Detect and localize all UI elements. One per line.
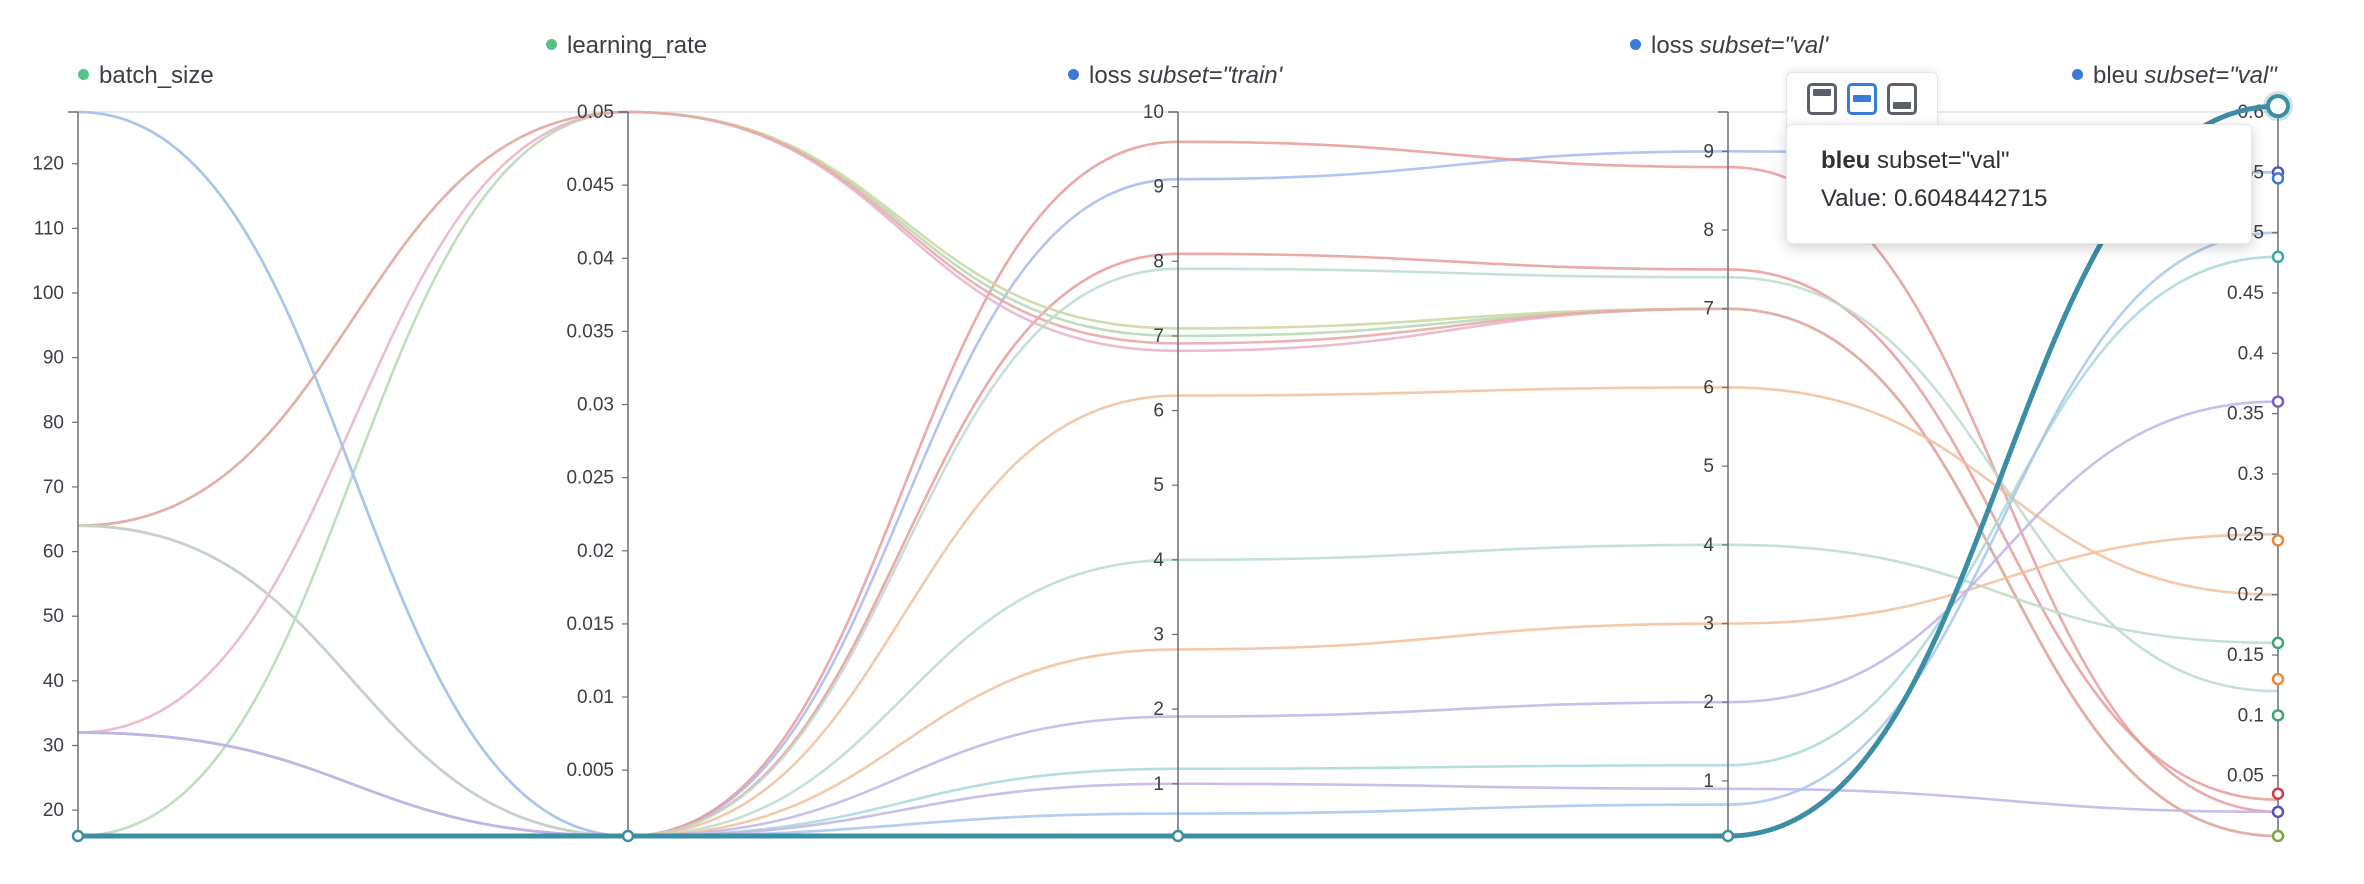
axis-dot bbox=[1068, 69, 1079, 80]
highlight-point bbox=[1721, 829, 1735, 843]
axis-title-bleu-val[interactable]: bleu subset="val" bbox=[2072, 62, 2277, 90]
tick-label: 60 bbox=[43, 542, 64, 563]
highlight-point bbox=[621, 829, 635, 843]
tick-label: 7 bbox=[1153, 326, 1164, 347]
tick-label: 40 bbox=[43, 671, 64, 692]
series-line-6 bbox=[77, 110, 2279, 838]
tick-label: 20 bbox=[43, 800, 64, 821]
tick-label: 70 bbox=[43, 477, 64, 498]
endpoint-marker-2 bbox=[2271, 250, 2285, 264]
tick-label: 0.2 bbox=[2238, 585, 2264, 606]
tick-label: 7 bbox=[1703, 299, 1714, 320]
endpoint-marker-4 bbox=[2271, 534, 2285, 547]
tick-label: 4 bbox=[1703, 535, 1714, 556]
tick-label: 0.35 bbox=[2227, 404, 2264, 425]
tooltip-box: bleu subset="val" Value: 0.6048442715 bbox=[1786, 124, 2252, 244]
tick-label: 0.04 bbox=[577, 248, 614, 269]
highlight-endpoint bbox=[2266, 94, 2290, 119]
tick-label: 0.02 bbox=[577, 541, 614, 562]
tick-label: 3 bbox=[1703, 614, 1714, 635]
endpoint-marker-9 bbox=[2271, 805, 2285, 819]
axis-title-learning-rate[interactable]: learning_rate bbox=[546, 32, 707, 60]
tick-label: 120 bbox=[32, 154, 64, 175]
tick-label: 1 bbox=[1153, 774, 1164, 795]
tick-label: 90 bbox=[43, 348, 64, 369]
tick-label: 1 bbox=[1703, 771, 1714, 792]
endpoint-marker-8 bbox=[2271, 787, 2285, 801]
tick-label: 0.05 bbox=[577, 102, 614, 123]
tick-label: 0.01 bbox=[577, 687, 614, 708]
tick-label: 100 bbox=[32, 283, 64, 304]
highlighted-series-line bbox=[78, 103, 2279, 839]
tick-label: 0.035 bbox=[566, 321, 614, 342]
tick-label: 0.045 bbox=[566, 175, 614, 196]
axis-title-loss-val[interactable]: loss subset="val' bbox=[1630, 32, 1828, 60]
axis-dot bbox=[1630, 39, 1641, 50]
endpoint-marker-3 bbox=[2271, 395, 2285, 408]
tick-label: 8 bbox=[1153, 251, 1164, 272]
tick-label: 50 bbox=[43, 606, 64, 627]
tick-label: 30 bbox=[43, 736, 64, 757]
tick-label: 8 bbox=[1703, 220, 1714, 241]
tick-label: 0.03 bbox=[577, 395, 614, 416]
series-line-14 bbox=[77, 110, 2279, 838]
value-tooltip: bleu subset="val" Value: 0.6048442715 bbox=[1786, 72, 2252, 244]
axis-dot bbox=[78, 69, 89, 80]
tick-label: 5 bbox=[1703, 456, 1714, 477]
tooltip-value: Value: 0.6048442715 bbox=[1821, 185, 2048, 212]
tick-label: 4 bbox=[1153, 550, 1164, 571]
tick-label: 0.025 bbox=[566, 468, 614, 489]
tick-label: 0.3 bbox=[2238, 464, 2264, 485]
endpoint-marker-6 bbox=[2271, 672, 2285, 686]
endpoint-marker-10 bbox=[2271, 829, 2285, 843]
tick-label: 2 bbox=[1703, 692, 1714, 713]
tooltip-position-tabs bbox=[1786, 72, 1938, 129]
tick-label: 3 bbox=[1153, 624, 1164, 645]
tick-label: 6 bbox=[1703, 377, 1714, 398]
highlight-point bbox=[71, 829, 85, 843]
tick-label: 110 bbox=[34, 218, 64, 239]
endpoint-marker-1 bbox=[2271, 172, 2285, 185]
endpoint-marker-7 bbox=[2271, 709, 2285, 722]
tick-label: 0.4 bbox=[2238, 343, 2265, 364]
tick-label: 5 bbox=[1153, 475, 1164, 496]
tick-label: 80 bbox=[43, 412, 64, 433]
tick-label: 10 bbox=[1143, 102, 1164, 123]
tick-label: 0.45 bbox=[2227, 283, 2264, 304]
axis-title-batch-size[interactable]: batch_size bbox=[78, 62, 214, 90]
tick-label: 6 bbox=[1153, 401, 1164, 422]
series-line-13 bbox=[77, 731, 2279, 838]
tick-label: 0.25 bbox=[2227, 524, 2264, 545]
dock-top-icon[interactable] bbox=[1807, 83, 1837, 115]
tooltip-metric: bleu subset="val" bbox=[1821, 147, 2010, 174]
tick-label: 9 bbox=[1153, 177, 1164, 198]
axis-dot bbox=[546, 39, 557, 50]
highlight-point bbox=[1171, 829, 1185, 843]
endpoint-marker-5 bbox=[2271, 636, 2285, 650]
series-line-7 bbox=[77, 267, 2279, 838]
dock-bottom-icon[interactable] bbox=[1887, 83, 1917, 115]
axis-title-loss-train[interactable]: loss subset="train' bbox=[1068, 62, 1282, 90]
tick-label: 2 bbox=[1153, 699, 1164, 720]
tick-label: 0.015 bbox=[566, 614, 614, 635]
tick-label: 0.1 bbox=[2238, 705, 2264, 726]
tick-label: 0.15 bbox=[2227, 645, 2264, 666]
tick-label: 0.005 bbox=[566, 760, 614, 781]
dock-middle-icon[interactable] bbox=[1847, 83, 1877, 115]
tick-label: 0.05 bbox=[2227, 766, 2264, 787]
axis-dot bbox=[2072, 69, 2083, 80]
tick-label: 9 bbox=[1703, 141, 1714, 162]
